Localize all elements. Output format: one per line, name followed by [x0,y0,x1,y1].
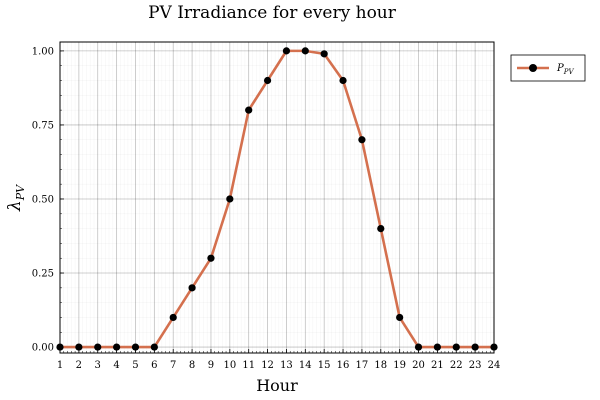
y-tick-label: 0.75 [32,120,54,131]
x-tick-label: 20 [412,360,425,371]
x-tick-label: 11 [242,360,255,371]
data-point [263,76,272,85]
legend-marker-swatch [529,64,537,72]
data-point [207,254,215,262]
major-grid [59,42,495,353]
data-point [490,343,498,351]
x-tick-label: 9 [208,360,214,371]
data-point [396,313,404,322]
data-point [471,343,479,351]
data-point [433,343,441,351]
legend: PPV [510,54,586,82]
x-tick-label: 12 [261,360,274,371]
x-tick-label: 1 [57,360,63,371]
data-point [358,136,366,144]
series-group [56,47,498,351]
data-point [131,343,140,351]
y-axis-ticks: 0.00 0.25 0.50 0.75 1.00 [32,46,64,354]
x-tick-label: 14 [299,360,312,371]
data-point [113,343,121,351]
x-tick-label: 6 [151,360,157,371]
legend-entry: PPV [556,63,574,76]
x-tick-label: 18 [374,360,387,371]
data-point [94,343,102,351]
x-tick-label: 13 [280,360,293,371]
data-point [320,50,328,58]
minor-grid [59,42,495,353]
x-axis-ticks: 1 2 3 4 5 6 7 8 9 10 11 12 13 14 15 16 17 18 19 20 21 22 23 24 [57,349,501,371]
x-tick-label: 4 [113,360,119,371]
data-point [188,284,196,292]
plot-frame [59,41,495,354]
data-point [226,195,234,203]
x-tick-label: 24 [488,360,501,371]
data-point [56,343,64,351]
chart-title: PV Irradiance for every hour [148,3,397,23]
x-tick-label: 5 [132,360,138,371]
data-point [301,47,309,55]
x-tick-label: 16 [337,360,350,371]
x-tick-label: 8 [189,360,195,371]
x-tick-label: 10 [223,360,236,371]
x-tick-label: 15 [318,360,331,371]
data-point [150,343,158,351]
data-point [414,343,423,351]
x-tick-label: 23 [469,360,482,371]
x-tick-label: 22 [450,360,463,371]
y-axis-label-sub: PV [14,184,27,201]
y-tick-label: 0.00 [32,343,54,354]
data-point [452,343,460,351]
x-tick-label: 2 [76,360,82,371]
legend-entry-main: P [556,63,564,74]
data-point [245,106,253,114]
legend-entry-sub: PV [563,68,575,76]
y-tick-label: 0.50 [32,194,54,205]
x-tick-label: 21 [431,360,444,371]
data-point [377,225,385,233]
x-tick-label: 17 [356,360,369,371]
data-point [282,47,291,55]
y-axis-label-main: λ [5,200,25,212]
x-tick-label: 7 [170,360,176,371]
x-axis-label: Hour [256,376,298,395]
data-point [339,76,347,85]
x-tick-label: 19 [393,360,406,371]
y-tick-label: 0.25 [32,269,54,280]
data-point [169,313,177,322]
y-tick-label: 1.00 [32,46,54,57]
data-point [75,343,83,351]
x-tick-label: 3 [95,360,101,371]
y-axis-label: λPV [5,184,27,212]
